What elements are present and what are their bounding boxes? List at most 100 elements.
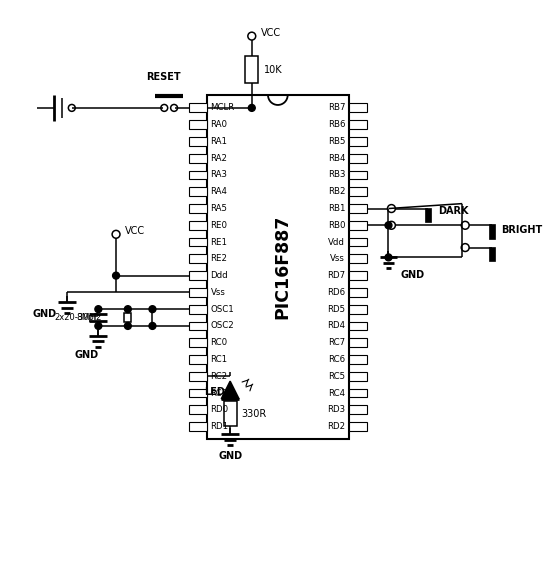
Bar: [224, 401, 236, 427]
Text: RC0: RC0: [211, 338, 228, 347]
Text: RB4: RB4: [328, 154, 345, 163]
Text: RA0: RA0: [211, 120, 228, 129]
Circle shape: [249, 105, 255, 111]
Text: DARK: DARK: [438, 206, 468, 216]
Text: Vss: Vss: [211, 288, 226, 297]
Circle shape: [149, 306, 156, 312]
Bar: [189, 405, 207, 414]
Bar: [189, 355, 207, 364]
Text: RB3: RB3: [328, 170, 345, 179]
Bar: [349, 238, 367, 247]
Text: RC3: RC3: [211, 388, 228, 397]
Text: RD3: RD3: [327, 405, 345, 414]
Text: RD1: RD1: [211, 422, 229, 431]
Text: Vdd: Vdd: [328, 238, 345, 247]
Text: 10K: 10K: [263, 65, 282, 75]
Text: RC5: RC5: [328, 371, 345, 380]
Circle shape: [124, 323, 131, 329]
Bar: [189, 170, 207, 179]
Text: RC1: RC1: [211, 355, 228, 364]
Text: MCLR: MCLR: [211, 103, 235, 112]
Text: RD6: RD6: [327, 288, 345, 297]
Bar: [349, 137, 367, 146]
Text: RD0: RD0: [211, 405, 229, 414]
Bar: [189, 154, 207, 162]
Circle shape: [95, 306, 102, 312]
Text: RC2: RC2: [211, 371, 228, 380]
Circle shape: [385, 222, 392, 229]
Bar: [189, 221, 207, 230]
Text: RB0: RB0: [328, 221, 345, 230]
Bar: [489, 247, 494, 261]
Bar: [189, 422, 207, 431]
Text: BRIGHT: BRIGHT: [502, 225, 543, 235]
Bar: [189, 372, 207, 380]
Text: VCC: VCC: [261, 28, 280, 38]
Bar: [349, 355, 367, 364]
Bar: [349, 405, 367, 414]
Text: PIC16F887: PIC16F887: [274, 215, 292, 319]
Circle shape: [124, 306, 131, 312]
Bar: [189, 321, 207, 330]
Text: RA4: RA4: [211, 187, 228, 196]
Text: RD7: RD7: [327, 271, 345, 280]
Bar: [189, 271, 207, 280]
Bar: [349, 154, 367, 162]
Bar: [349, 187, 367, 196]
Text: RE1: RE1: [211, 238, 228, 247]
Text: RE0: RE0: [211, 221, 228, 230]
Bar: [189, 120, 207, 129]
Bar: [349, 221, 367, 230]
Bar: [349, 422, 367, 431]
Text: 2x20-30pF: 2x20-30pF: [54, 313, 98, 322]
Circle shape: [149, 323, 156, 329]
Circle shape: [95, 323, 102, 329]
Bar: [189, 255, 207, 263]
Text: RB7: RB7: [328, 103, 345, 112]
Bar: [124, 312, 131, 323]
Text: RB2: RB2: [328, 187, 345, 196]
Bar: [349, 120, 367, 129]
Text: RC7: RC7: [328, 338, 345, 347]
Text: RC6: RC6: [328, 355, 345, 364]
Text: GND: GND: [32, 309, 57, 319]
Bar: [189, 338, 207, 347]
Text: RA5: RA5: [211, 204, 228, 213]
Text: RE2: RE2: [211, 255, 228, 264]
Bar: [349, 372, 367, 380]
Bar: [189, 187, 207, 196]
Text: GND: GND: [400, 270, 425, 280]
Circle shape: [385, 254, 392, 261]
Bar: [349, 204, 367, 213]
Text: RC4: RC4: [328, 388, 345, 397]
Text: RD2: RD2: [327, 422, 345, 431]
Bar: [349, 271, 367, 280]
Bar: [349, 255, 367, 263]
Text: RA3: RA3: [211, 170, 228, 179]
Text: RB1: RB1: [328, 204, 345, 213]
Text: GND: GND: [74, 351, 98, 360]
Bar: [349, 170, 367, 179]
Text: RD4: RD4: [327, 321, 345, 330]
Bar: [189, 388, 207, 397]
Text: 8MHz: 8MHz: [76, 313, 101, 322]
Text: 330R: 330R: [241, 409, 266, 419]
Text: Ddd: Ddd: [211, 271, 228, 280]
Text: OSC2: OSC2: [211, 321, 234, 330]
Text: LED: LED: [205, 387, 225, 397]
Bar: [349, 288, 367, 297]
Bar: [189, 103, 207, 112]
Text: RB5: RB5: [328, 137, 345, 146]
Text: RA1: RA1: [211, 137, 228, 146]
Bar: [189, 238, 207, 247]
Bar: [349, 388, 367, 397]
Bar: [349, 305, 367, 314]
Bar: [189, 288, 207, 297]
Bar: [245, 56, 258, 83]
Bar: [189, 204, 207, 213]
Bar: [425, 207, 431, 222]
Text: OSC1: OSC1: [211, 305, 234, 314]
Text: Vss: Vss: [331, 255, 345, 264]
Bar: [207, 95, 349, 439]
Bar: [349, 321, 367, 330]
